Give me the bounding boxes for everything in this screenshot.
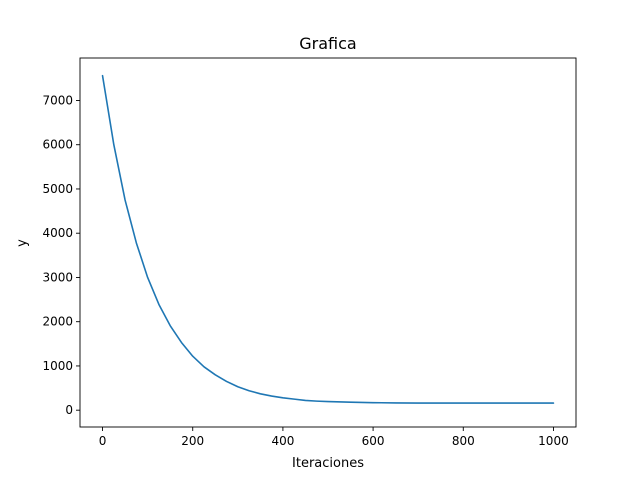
y-tick-label: 6000 <box>42 138 73 152</box>
plot-area: 0 200 400 600 800 1000 0 1000 2000 3000 4000 5000 60… <box>42 57 577 448</box>
x-tick-label: 200 <box>181 434 204 448</box>
y-tick-label: 3000 <box>42 270 73 284</box>
x-tick-label: 400 <box>271 434 294 448</box>
x-tick-label: 600 <box>362 434 385 448</box>
chart-title: Grafica <box>299 34 356 53</box>
y-tick-label: 0 <box>65 403 73 417</box>
y-tick-label: 7000 <box>42 93 73 107</box>
x-tick-label: 800 <box>452 434 475 448</box>
y-axis-label: y <box>15 239 30 247</box>
series-line-0 <box>101 74 555 404</box>
y-tick-label: 1000 <box>42 359 73 373</box>
x-tick-label: 0 <box>99 434 107 448</box>
y-tick-label: 5000 <box>42 182 73 196</box>
x-axis-label: Iteraciones <box>292 456 364 471</box>
x-tick-label: 1000 <box>538 434 569 448</box>
y-tick-label: 2000 <box>42 315 73 329</box>
y-tick-label: 4000 <box>42 226 73 240</box>
plot-frame <box>79 57 577 428</box>
